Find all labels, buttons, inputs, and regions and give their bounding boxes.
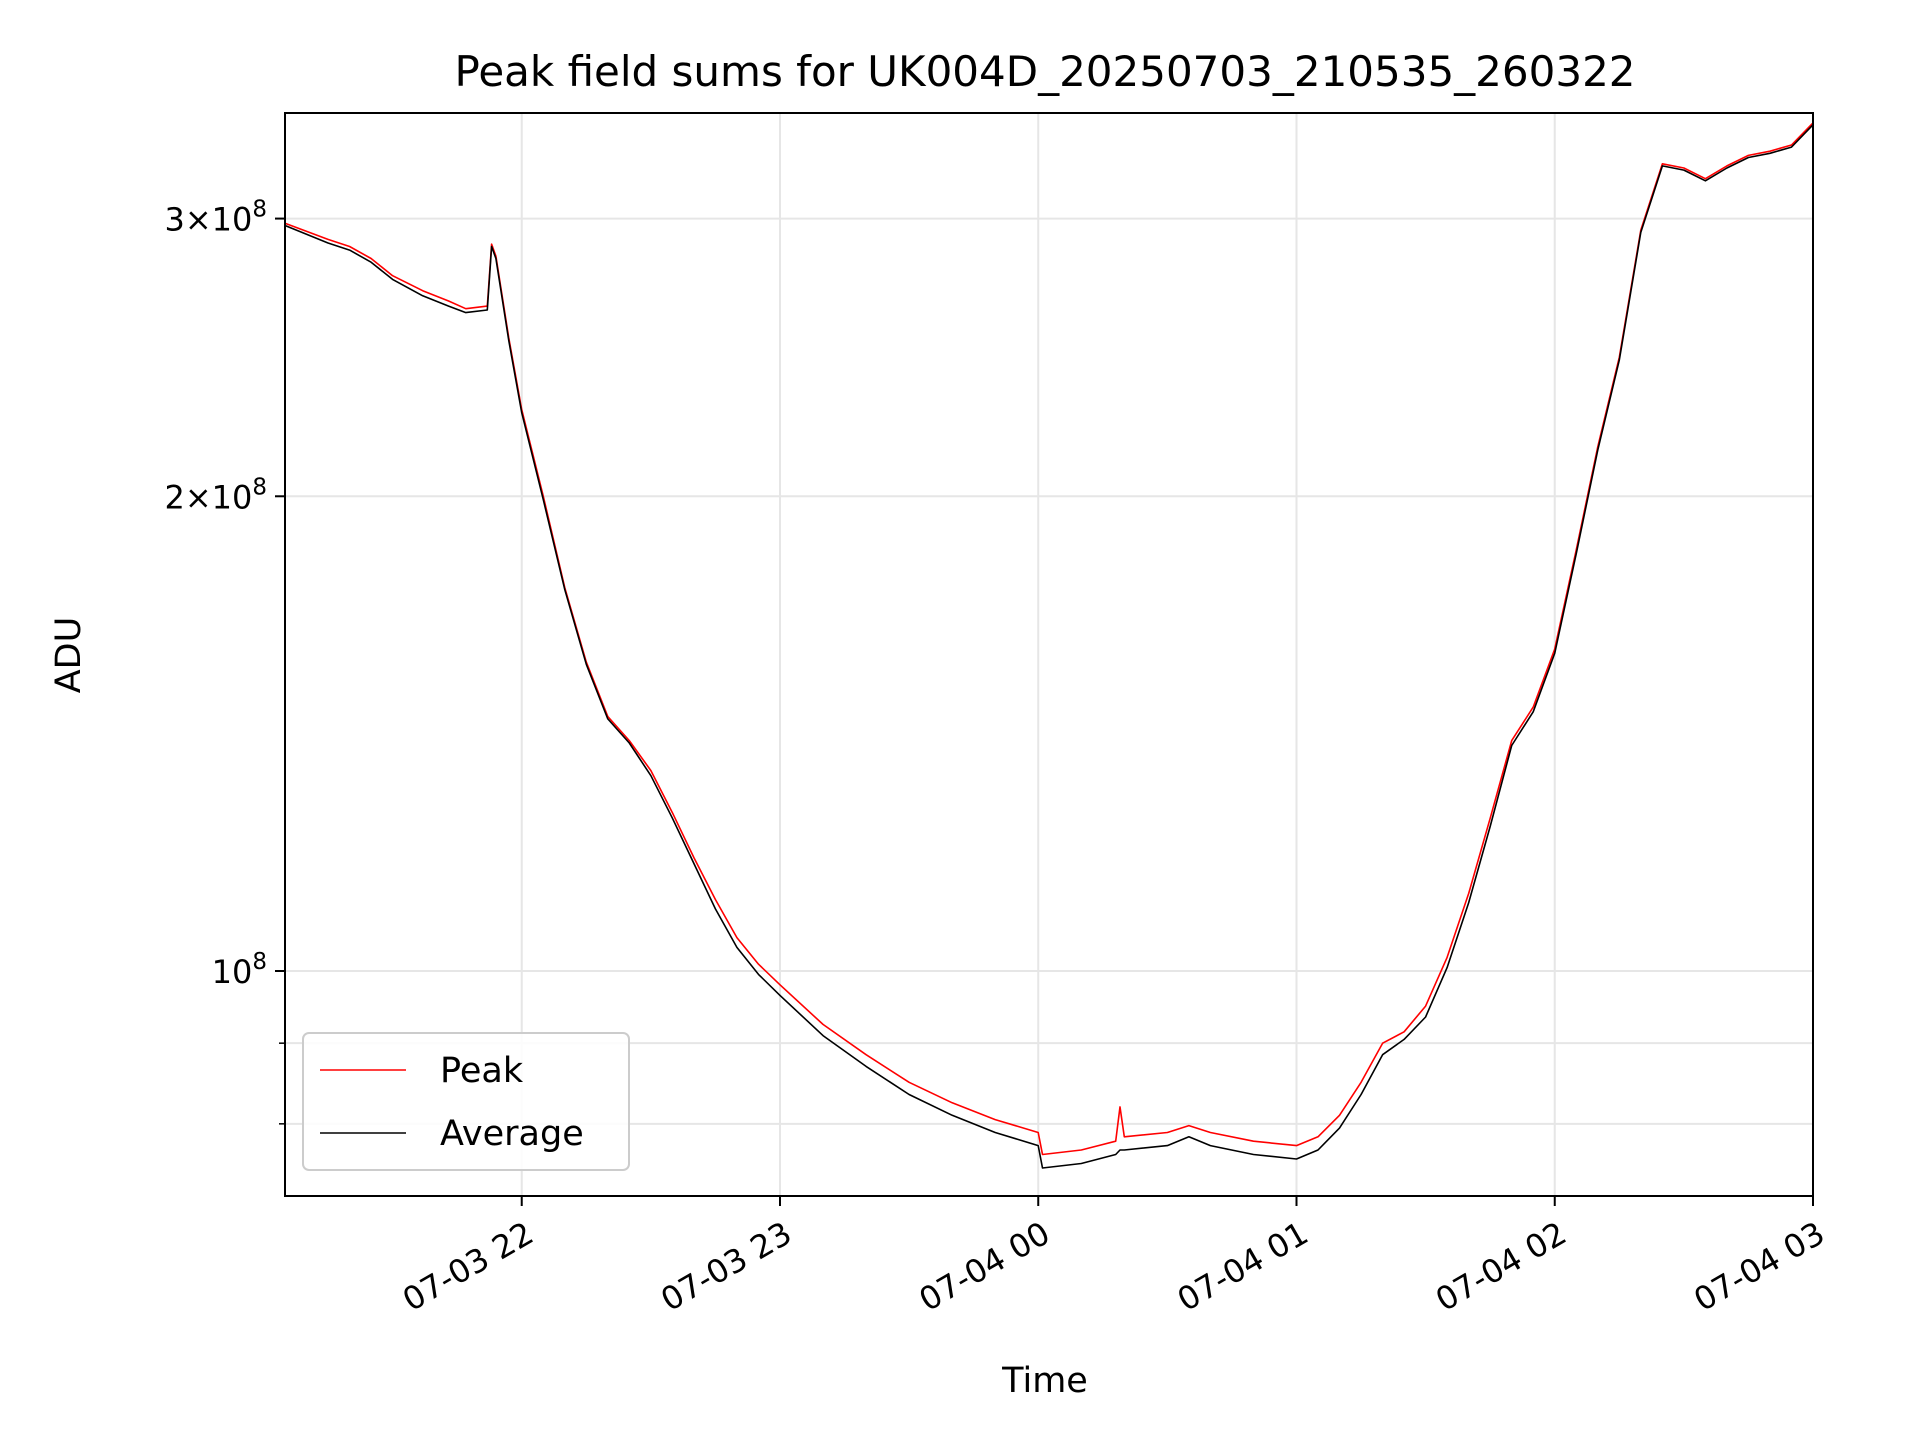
x-axis-label: Time <box>1001 1361 1088 1401</box>
y-tick-label: 3×108 <box>164 197 267 239</box>
legend-label-average: Average <box>440 1114 584 1154</box>
plot-frame <box>284 112 1814 1197</box>
plot-background <box>285 113 1813 1196</box>
legend-label-peak: Peak <box>440 1051 524 1091</box>
chart-title: Peak field sums for UK004D_20250703_2105… <box>454 47 1635 96</box>
y-axis-label: ADU <box>49 617 89 694</box>
y-tick-label: 108 <box>212 949 267 991</box>
y-tick-label: 2×108 <box>164 474 267 516</box>
series-lines <box>284 122 1814 1169</box>
series-line-average <box>284 124 1814 1169</box>
y-axis: 108 2×108 3×108 <box>164 197 285 1125</box>
legend: Peak Average <box>302 1032 630 1171</box>
plot-area <box>284 112 1814 1197</box>
legend-box <box>302 1032 630 1171</box>
